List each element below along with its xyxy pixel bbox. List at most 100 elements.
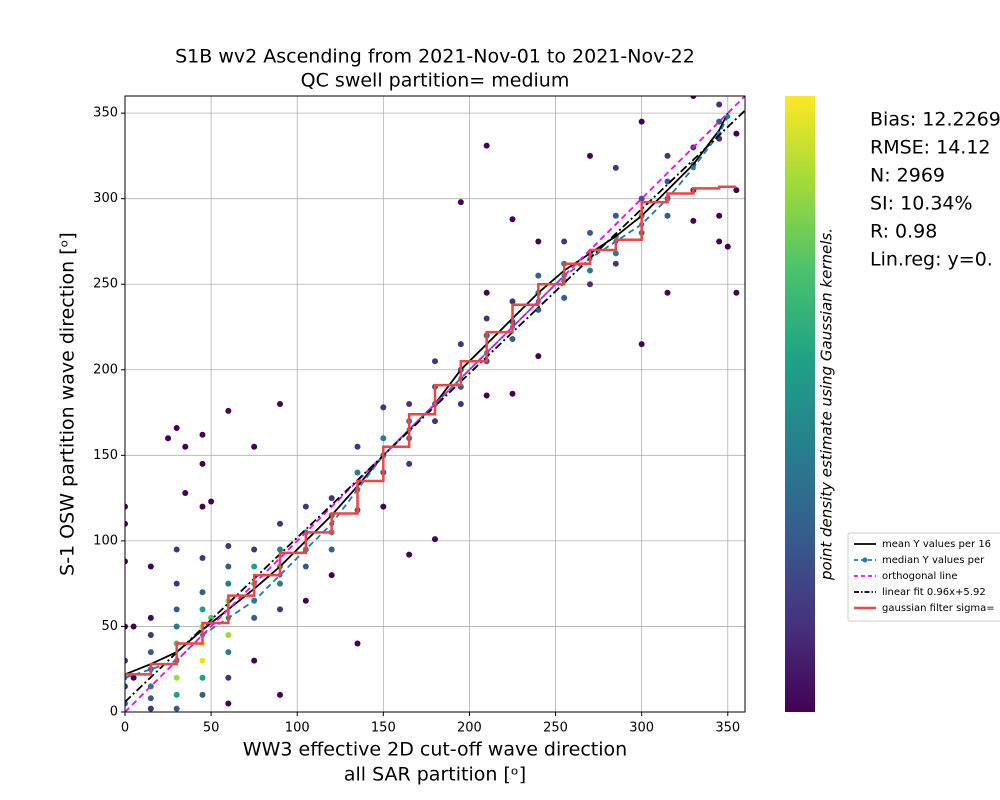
stat-text: Lin.reg: y=0. [870, 249, 993, 271]
scatter-point [483, 289, 490, 296]
series-marker [251, 598, 257, 604]
scatter-point [406, 551, 413, 558]
scatter-point [208, 498, 215, 505]
scatter-point [406, 401, 413, 407]
scatter-point [208, 614, 215, 621]
scatter-point [225, 407, 232, 414]
scatter-point [125, 623, 128, 630]
stat-text: Bias: 12.2269 [870, 109, 1000, 131]
scatter-point [125, 503, 128, 510]
scatter-point [432, 536, 438, 543]
scatter-point [638, 118, 645, 125]
y-tick-label: 50 [101, 619, 118, 634]
scatter-point [277, 546, 283, 553]
lines [125, 96, 745, 712]
scatter-point [535, 238, 542, 245]
x-tick-label: 200 [457, 721, 482, 736]
scatter-point [199, 589, 206, 596]
scatter-point [130, 674, 137, 681]
scatter-point [380, 435, 387, 442]
scatter-point [380, 404, 387, 411]
series-marker [690, 165, 696, 171]
y-tick-label: 300 [93, 191, 118, 206]
scatter-point [147, 563, 154, 570]
stat-text: RMSE: 14.12 [870, 137, 991, 159]
scatter-point [173, 606, 180, 613]
scatter-point [535, 306, 542, 313]
series-marker [125, 675, 128, 681]
scatter-point [251, 546, 258, 553]
scatter-point [509, 298, 516, 305]
scatter-point [199, 431, 206, 438]
scatter-point [612, 260, 619, 267]
scatter-point [457, 341, 464, 348]
legend-label: median Y values per [882, 555, 985, 566]
scatter-point [612, 164, 619, 171]
scatter-point [147, 695, 154, 702]
scatter-point [733, 187, 740, 194]
scatter-point [354, 640, 361, 647]
scatter-point [587, 152, 593, 159]
x-tick-label: 300 [629, 721, 654, 736]
scatter-point [509, 216, 516, 223]
scatter-point [199, 460, 206, 467]
scatter-point [125, 657, 128, 664]
scatter-point [406, 460, 413, 467]
stat-text: SI: 10.34% [870, 193, 973, 215]
legend-box [847, 532, 1000, 622]
scatter-point [483, 392, 490, 399]
scatter-point [587, 229, 593, 236]
y-tick-label: 200 [93, 362, 118, 377]
legend-label: orthogonal line [882, 571, 958, 582]
scatter-point [165, 435, 172, 442]
legend: mean Y values per 16 median Y values per o… [847, 532, 1000, 622]
scatter-point [125, 558, 128, 565]
scatter-point [277, 691, 283, 698]
scatter-point [690, 217, 697, 224]
scatter-point [173, 691, 180, 698]
scatter-point [251, 443, 258, 450]
scatter-point [612, 250, 619, 257]
series-marker [725, 114, 731, 120]
x-tick-label: 100 [285, 721, 310, 736]
scatter-point [380, 503, 387, 510]
y-tick-label: 150 [93, 448, 118, 463]
scatter-point [664, 289, 671, 296]
legend-label: mean Y values per 16 [882, 539, 991, 550]
scatter-point [432, 358, 438, 365]
scatter-point [535, 353, 542, 360]
scatter-point [587, 281, 593, 288]
y-tick-label: 250 [93, 277, 118, 292]
colorbar-label: point density estimate using Gaussian ke… [818, 228, 836, 581]
scatter-point [147, 632, 154, 638]
scatter-point [225, 674, 232, 681]
scatter-point [302, 563, 309, 570]
x-tick-label: 350 [715, 721, 740, 736]
scatter-point [277, 580, 283, 587]
scatter-point [302, 597, 309, 604]
scatter-point [199, 606, 206, 613]
scatter-point [638, 341, 645, 348]
scatter-point [277, 606, 283, 613]
scatter-point [125, 520, 128, 527]
scatter-point [251, 657, 258, 664]
legend-label: linear fit 0.96x+5.92 [882, 587, 986, 598]
scatter-point [173, 705, 180, 712]
scatter-point [354, 469, 361, 476]
scatter-point [199, 555, 206, 561]
scatter-point [561, 294, 568, 301]
chart-subtitle: QC swell partition= medium [301, 70, 570, 92]
scatter-point [664, 152, 671, 159]
scatter-point [457, 199, 464, 206]
scatter-point [225, 649, 232, 656]
scatter-point [251, 614, 258, 621]
x-tick-label: 250 [543, 721, 568, 736]
x-tick-label: 150 [371, 721, 396, 736]
scatter-point [225, 700, 232, 707]
x-tick-label: 50 [203, 721, 220, 736]
scatter-point [225, 563, 232, 570]
y-tick-label: 100 [93, 533, 118, 548]
y-axis-label: S-1 OSW partition wave direction [ᵒ] [57, 232, 79, 576]
scatter-point [173, 674, 180, 681]
